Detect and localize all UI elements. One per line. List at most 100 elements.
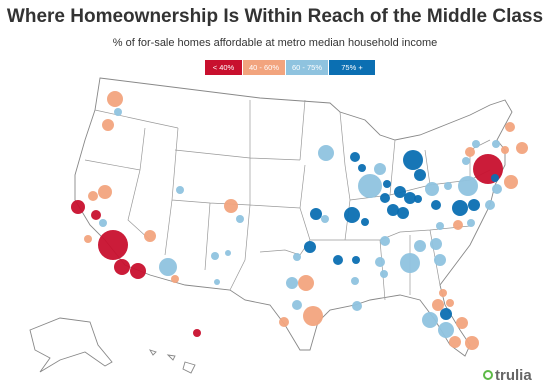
alaska-outline bbox=[29, 317, 113, 373]
metro-bubble bbox=[431, 200, 441, 210]
metro-bubble bbox=[491, 174, 499, 182]
metro-bubble bbox=[114, 259, 130, 275]
metro-bubble bbox=[91, 210, 101, 220]
metro-bubble bbox=[358, 164, 366, 172]
metro-bubble bbox=[84, 235, 92, 243]
metro-bubble bbox=[375, 257, 385, 267]
metro-bubble bbox=[374, 163, 386, 175]
metro-bubble bbox=[485, 200, 495, 210]
metro-bubble bbox=[436, 222, 444, 230]
subtitle: % of for-sale homes affordable at metro … bbox=[113, 37, 437, 49]
metro-bubble bbox=[414, 169, 426, 181]
metro-bubble bbox=[403, 150, 423, 170]
metro-bubble bbox=[211, 252, 219, 260]
metro-bubble bbox=[99, 219, 107, 227]
metro-bubble bbox=[383, 180, 391, 188]
metro-bubble bbox=[224, 199, 238, 213]
us-map bbox=[29, 77, 513, 374]
legend-swatch bbox=[329, 60, 375, 75]
metro-bubble bbox=[430, 238, 442, 250]
metro-bubble bbox=[144, 230, 156, 242]
metro-bubble bbox=[98, 185, 112, 199]
metro-bubble bbox=[171, 275, 179, 283]
metro-bubble bbox=[88, 191, 98, 201]
metro-bubble bbox=[102, 119, 114, 131]
metro-bubble bbox=[432, 299, 444, 311]
metro-bubble bbox=[298, 275, 314, 291]
metro-bubble bbox=[380, 270, 388, 278]
metro-bubble bbox=[501, 146, 509, 154]
logo-icon bbox=[483, 370, 493, 380]
metro-bubble bbox=[292, 300, 302, 310]
metro-bubble bbox=[400, 253, 420, 273]
metro-bubble bbox=[352, 301, 362, 311]
legend-label: 60 - 75% bbox=[292, 63, 322, 72]
metro-bubble bbox=[414, 195, 422, 203]
metro-bubble bbox=[404, 192, 416, 204]
metro-bubble bbox=[352, 256, 360, 264]
metro-bubble bbox=[422, 312, 438, 328]
bubbles bbox=[71, 91, 528, 350]
metro-bubble bbox=[130, 263, 146, 279]
metro-bubble bbox=[492, 184, 502, 194]
metro-bubble bbox=[434, 254, 446, 266]
metro-bubble bbox=[344, 207, 360, 223]
metro-bubble bbox=[465, 336, 479, 350]
metro-bubble bbox=[505, 122, 515, 132]
hawaii-outline bbox=[148, 349, 196, 374]
legend: < 40% 40 - 60% 60 - 75% 75% + bbox=[205, 60, 375, 75]
legend-label: 40 - 60% bbox=[249, 63, 279, 72]
metro-bubble bbox=[193, 329, 201, 337]
metro-bubble bbox=[468, 199, 480, 211]
metro-bubble bbox=[380, 193, 390, 203]
metro-bubble bbox=[350, 152, 360, 162]
metro-bubble bbox=[225, 250, 231, 256]
metro-bubble bbox=[452, 200, 468, 216]
metro-bubble bbox=[516, 142, 528, 154]
metro-bubble bbox=[236, 215, 244, 223]
metro-bubble bbox=[286, 277, 298, 289]
metro-bubble bbox=[333, 255, 343, 265]
metro-bubble bbox=[318, 145, 334, 161]
metro-bubble bbox=[380, 236, 390, 246]
legend-swatch bbox=[243, 60, 285, 75]
metro-bubble bbox=[462, 157, 470, 165]
metro-bubble bbox=[107, 91, 123, 107]
metro-bubble bbox=[425, 182, 439, 196]
metro-bubble bbox=[444, 182, 452, 190]
metro-bubble bbox=[456, 317, 468, 329]
metro-bubble bbox=[492, 140, 500, 148]
metro-bubble bbox=[310, 208, 322, 220]
metro-bubble bbox=[361, 218, 369, 226]
logo: trulia bbox=[483, 367, 532, 384]
metro-bubble bbox=[458, 176, 478, 196]
metro-bubble bbox=[467, 219, 475, 227]
metro-bubble bbox=[438, 322, 454, 338]
metro-bubble bbox=[472, 140, 480, 148]
legend-swatch bbox=[205, 60, 242, 75]
us-outline bbox=[74, 77, 513, 357]
metro-bubble bbox=[114, 108, 122, 116]
logo-text: trulia bbox=[495, 367, 532, 384]
legend-label: < 40% bbox=[213, 63, 235, 72]
metro-bubble bbox=[321, 215, 329, 223]
metro-bubble bbox=[394, 186, 406, 198]
metro-bubble bbox=[98, 230, 128, 260]
metro-bubble bbox=[465, 147, 475, 157]
legend-label: 75% + bbox=[341, 63, 363, 72]
metro-bubble bbox=[453, 220, 463, 230]
metro-bubble bbox=[351, 277, 359, 285]
metro-bubble bbox=[303, 306, 323, 326]
metro-bubble bbox=[214, 279, 220, 285]
metro-bubble bbox=[304, 241, 316, 253]
metro-bubble bbox=[71, 200, 85, 214]
metro-bubble bbox=[440, 308, 452, 320]
metro-bubble bbox=[293, 253, 301, 261]
metro-bubble bbox=[387, 204, 399, 216]
title: Where Homeownership Is Within Reach of t… bbox=[7, 6, 543, 27]
metro-bubble bbox=[439, 289, 447, 297]
metro-bubble bbox=[414, 240, 426, 252]
metro-bubble bbox=[279, 317, 289, 327]
